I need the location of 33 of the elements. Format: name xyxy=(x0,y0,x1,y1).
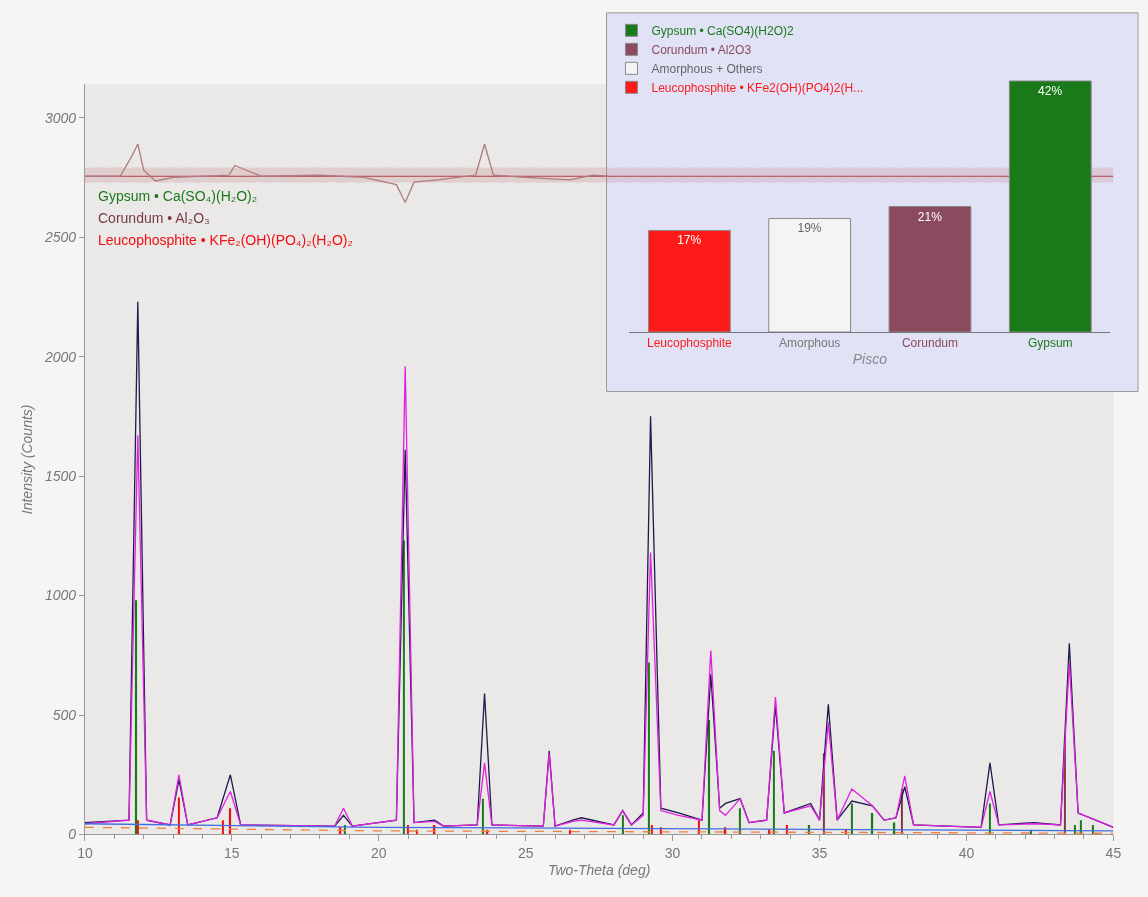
x-tick-label: 40 xyxy=(958,845,975,862)
x-tick-label: Leucophosphite xyxy=(646,336,733,351)
x-tick-label: 25 xyxy=(517,845,534,862)
text: Corundum • Al₂O₃ xyxy=(98,210,210,226)
x-tick-label: 15 xyxy=(224,845,240,862)
legend-label: Corundum • Al2O3 xyxy=(651,43,752,58)
data-label: 42% xyxy=(1038,84,1063,98)
y-tick-label: 2000 xyxy=(43,348,77,365)
text: Gypsum • Ca(SO₄)(H₂O)₂ xyxy=(98,188,258,204)
x-tick-label: 30 xyxy=(664,845,681,862)
x-tick-label: Amorphous xyxy=(778,336,841,351)
x-axis-title: Pisco xyxy=(852,350,888,367)
legend-label: Amorphous + Others xyxy=(651,62,763,77)
x-tick-label: 10 xyxy=(77,845,93,862)
x-tick-label: Corundum xyxy=(901,336,958,351)
y-tick-label: 1000 xyxy=(44,587,77,604)
data-label: 21% xyxy=(917,209,943,224)
x-tick-label: Gypsum xyxy=(1027,336,1073,351)
y-tick-label: 0 xyxy=(68,826,77,843)
legend-label: Gypsum • Ca(SO4)(H2O)2 xyxy=(651,24,795,39)
text: Leucophosphite • KFe₂(OH)(PO₄)₂(H₂O)₂ xyxy=(98,232,353,248)
data-label: 17% xyxy=(677,233,702,248)
x-tick-label: 20 xyxy=(370,845,387,862)
x-tick-label: 45 xyxy=(1105,845,1122,862)
data-label: 19% xyxy=(797,221,822,236)
y-tick-label: 3000 xyxy=(44,109,77,126)
y-axis-title: Intensity (Counts) xyxy=(18,404,35,515)
y-tick-label: 2500 xyxy=(43,229,77,246)
y-tick-label: 1500 xyxy=(44,467,77,484)
x-axis-title: Two-Theta (deg) xyxy=(547,861,651,878)
y-tick-label: 500 xyxy=(52,706,77,723)
legend-label: Leucophosphite • KFe2(OH)(PO4)2(H... xyxy=(651,81,864,96)
x-tick-label: 35 xyxy=(811,845,828,862)
